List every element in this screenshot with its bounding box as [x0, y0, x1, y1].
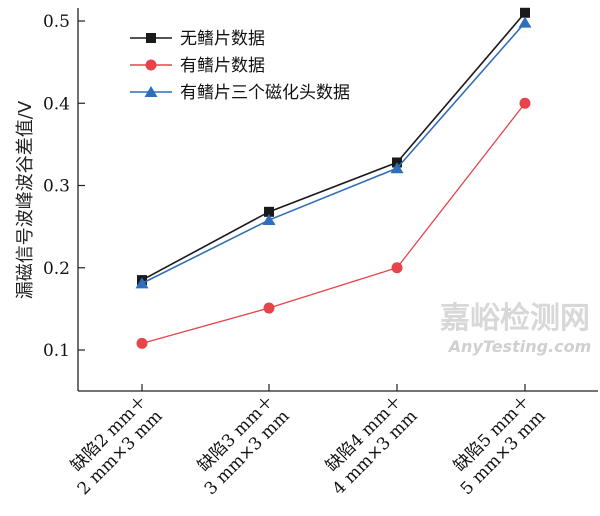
legend-marker: [146, 33, 156, 43]
legend-item: 有鳍片三个磁化头数据: [130, 83, 350, 103]
series-1: [137, 7, 530, 286]
y-tick-label: 0.3: [43, 177, 70, 197]
axes: [77, 8, 598, 392]
legend-label: 有鳍片数据: [180, 56, 265, 76]
data-point: [520, 7, 530, 18]
y-tick-label: 0.1: [43, 341, 70, 361]
series-2: [136, 97, 531, 349]
data-point: [518, 16, 532, 28]
y-axis-label: 漏磁信号波峰波谷差值/V: [15, 100, 36, 299]
watermark-text: 嘉峪检测网: [440, 301, 590, 336]
legend-item: 无鳍片数据: [130, 29, 265, 49]
data-point: [136, 337, 148, 349]
y-tick-label: 0.5: [43, 12, 70, 32]
watermark: 嘉峪检测网 AnyTesting.com: [440, 301, 591, 356]
data-point: [391, 262, 403, 274]
data-point: [262, 214, 276, 226]
series-3: [135, 16, 532, 289]
data-point: [263, 302, 275, 314]
data-point: [264, 206, 274, 217]
series-line: [141, 22, 526, 285]
legend-label: 有鳍片三个磁化头数据: [180, 83, 350, 103]
data-point: [519, 97, 531, 109]
data-point: [135, 277, 149, 289]
legend-item: 有鳍片数据: [130, 56, 265, 76]
watermark-subtext: AnyTesting.com: [447, 337, 592, 356]
data-point: [390, 162, 404, 174]
legend-marker: [144, 86, 158, 97]
series-line: [141, 102, 526, 345]
series-line: [141, 12, 526, 281]
y-tick-label: 0.2: [43, 259, 70, 279]
legend-label: 无鳍片数据: [180, 29, 265, 49]
legend-marker: [145, 59, 157, 71]
y-tick-label: 0.4: [43, 94, 70, 114]
